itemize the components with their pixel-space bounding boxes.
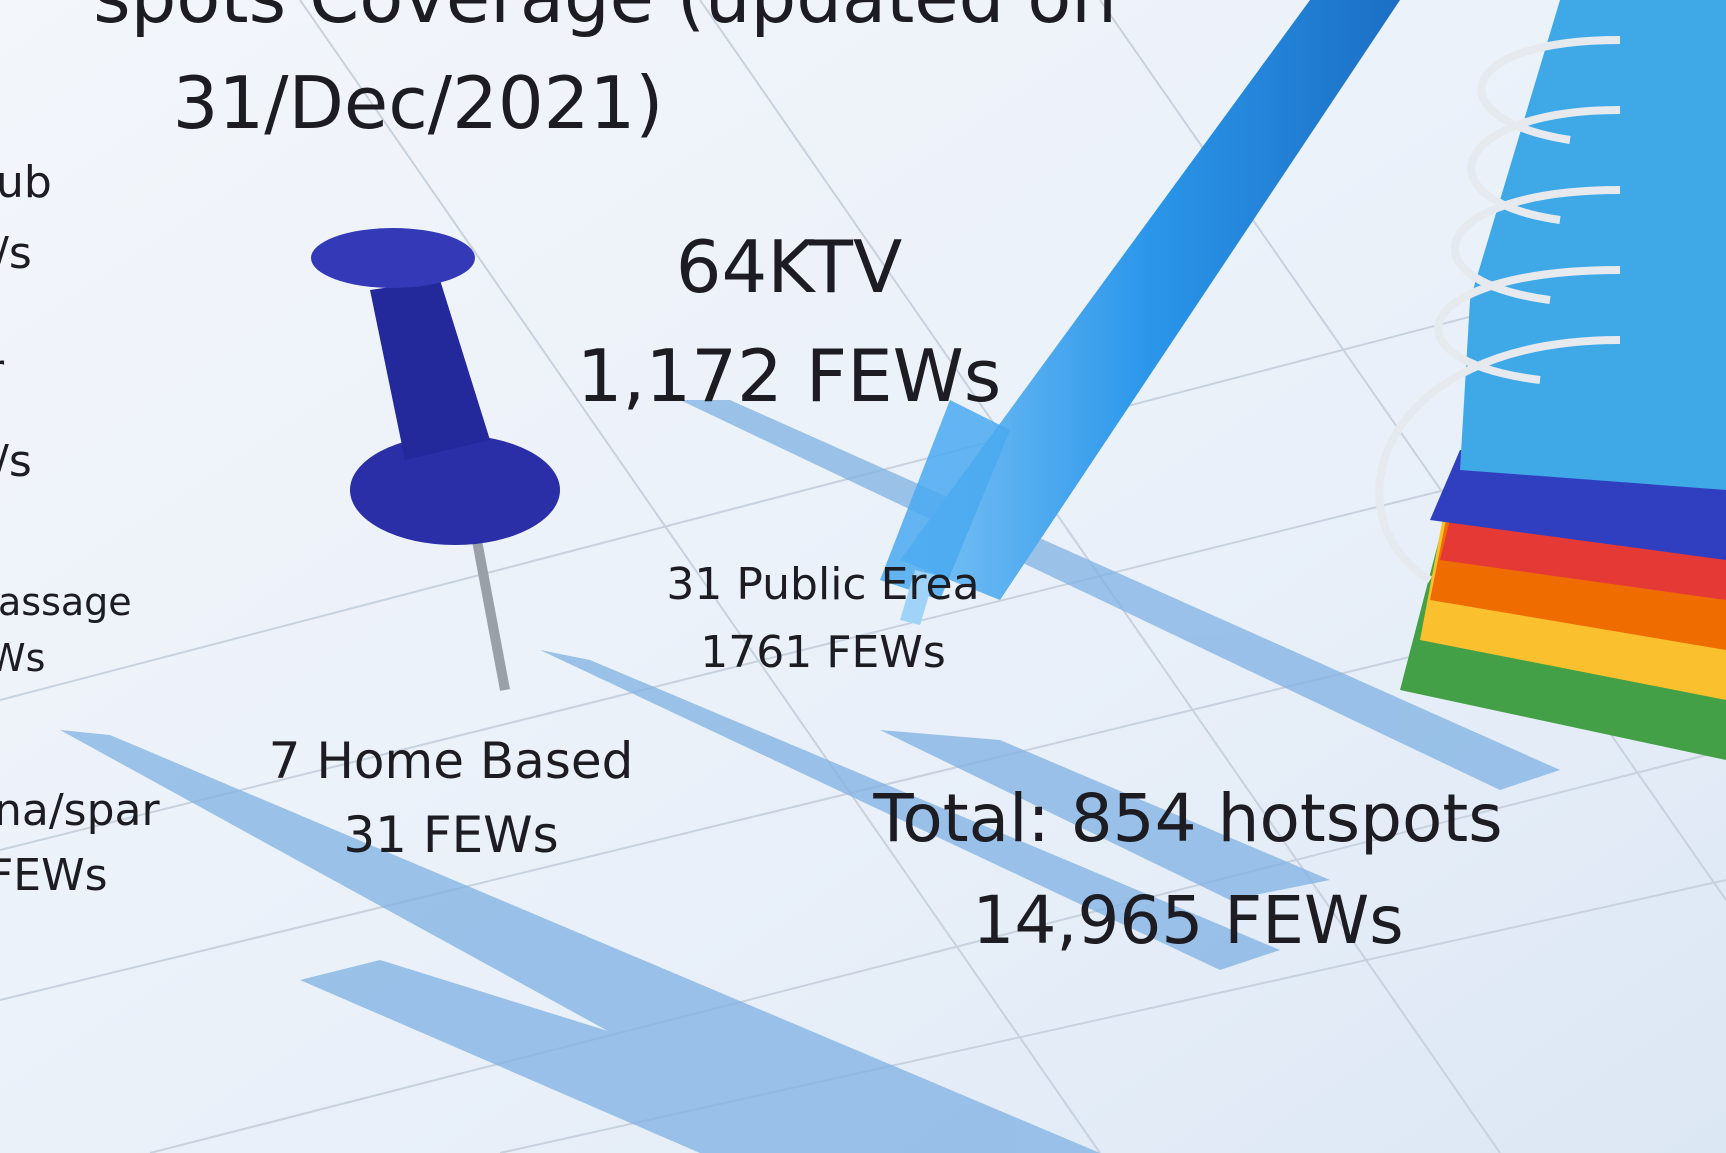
poster: spots Coverage (updated on 31/Dec/2021) … [0,0,1726,1153]
left-label: FEWs [0,850,108,901]
callout-value: 1,172 FEWs [577,334,1002,418]
callout-value: 31 FEWs [343,806,558,864]
total-heading: Total: 854 hotspots [872,780,1502,857]
left-label: Ws [0,636,45,680]
title-line: 31/Dec/2021) [173,61,664,145]
total-value: 14,965 FEWs [972,882,1403,959]
callout-heading: 31 Public Erea [666,559,979,610]
left-label: na/spar [0,785,160,836]
left-label: /s [0,228,32,279]
left-label: assage [0,580,132,624]
left-label: /s [0,436,32,487]
callout-heading: 64KTV [676,225,902,309]
callout-heading: 7 Home Based [269,732,634,790]
page: spots Coverage (updated on 31/Dec/2021) … [0,0,1726,1153]
callout-value: 1761 FEWs [700,627,946,678]
left-label: ub [0,157,52,208]
title-line: spots Coverage (updated on [93,0,1117,39]
